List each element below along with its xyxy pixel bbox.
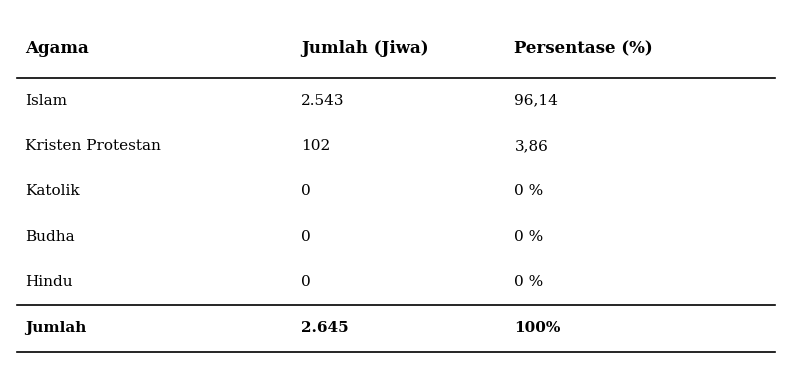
Text: 2.645: 2.645 <box>301 321 349 335</box>
Text: 2.543: 2.543 <box>301 94 345 108</box>
Text: Budha: Budha <box>25 230 74 244</box>
Text: Hindu: Hindu <box>25 275 73 289</box>
Text: Islam: Islam <box>25 94 67 108</box>
Text: 96,14: 96,14 <box>514 94 558 108</box>
Text: 0: 0 <box>301 275 311 289</box>
Text: Persentase (%): Persentase (%) <box>514 40 653 57</box>
Text: 0 %: 0 % <box>514 184 543 198</box>
Text: 3,86: 3,86 <box>514 139 548 153</box>
Text: Jumlah (Jiwa): Jumlah (Jiwa) <box>301 40 429 57</box>
Text: Katolik: Katolik <box>25 184 80 198</box>
Text: 0 %: 0 % <box>514 230 543 244</box>
Text: Jumlah: Jumlah <box>25 321 86 335</box>
Text: 0: 0 <box>301 184 311 198</box>
Text: 0 %: 0 % <box>514 275 543 289</box>
Text: 0: 0 <box>301 230 311 244</box>
Text: Kristen Protestan: Kristen Protestan <box>25 139 161 153</box>
Text: Agama: Agama <box>25 40 89 57</box>
Text: 102: 102 <box>301 139 330 153</box>
Text: 100%: 100% <box>514 321 561 335</box>
